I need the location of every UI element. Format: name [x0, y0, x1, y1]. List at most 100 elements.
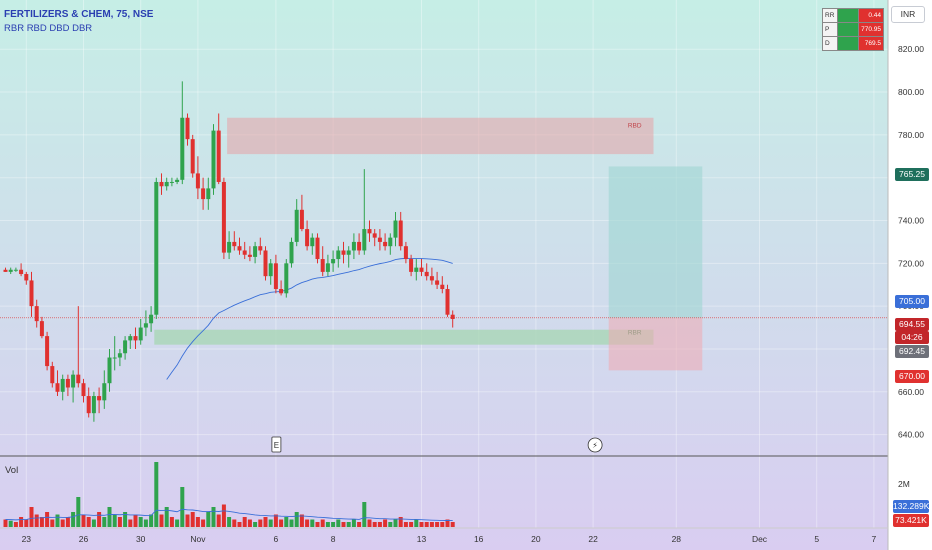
volume-bar: [206, 512, 211, 527]
y-tick-label: 800.00: [898, 87, 924, 97]
volume-bar: [190, 512, 195, 527]
volume-bar: [419, 522, 424, 527]
candle-body: [377, 237, 382, 242]
volume-bar: [76, 497, 81, 527]
candle-body: [29, 280, 34, 307]
candle-body: [112, 357, 117, 359]
volume-bar: [367, 519, 372, 527]
candle-body: [299, 209, 304, 230]
volume-bar: [221, 504, 226, 527]
volume-bar: [331, 522, 336, 527]
volume-bar: [185, 514, 190, 527]
volume-bar: [253, 522, 258, 527]
volume-bar: [102, 517, 107, 527]
volume-bar: [112, 514, 117, 527]
indicator-legend[interactable]: RBR RBD DBD DBR: [4, 23, 93, 34]
candle-body: [253, 246, 258, 257]
y-tick-label: 640.00: [898, 430, 924, 440]
target-zone: [608, 166, 703, 318]
risk-reward-panel: RR 0.44 P 770.95 D 769.5: [822, 8, 884, 51]
distance-row: D 769.5: [822, 36, 884, 51]
volume-bar: [357, 522, 362, 527]
candle-body: [247, 254, 252, 257]
distance-value: 769.5: [858, 36, 884, 51]
y-tick-label: 660.00: [898, 387, 924, 397]
rbd-zone-label: RBD: [628, 123, 642, 130]
candle-body: [169, 181, 174, 183]
candle-body: [232, 241, 237, 247]
volume-bar: [149, 514, 154, 527]
x-tick-label: 8: [331, 534, 336, 544]
candle-body: [315, 237, 320, 260]
candle-body: [258, 246, 263, 251]
dividend-marker-icon: ⚡: [592, 441, 598, 450]
x-tick-label: 16: [474, 534, 484, 544]
candle-body: [195, 173, 200, 189]
volume-bar: [232, 519, 237, 527]
candle-body: [305, 229, 310, 247]
currency-button[interactable]: INR: [891, 6, 925, 23]
candle-body: [341, 250, 346, 255]
candle-body: [367, 229, 372, 234]
x-tick-label: 26: [79, 534, 89, 544]
volume-bar: [71, 512, 76, 527]
candle-body: [237, 246, 242, 251]
volume-bar: [128, 519, 133, 527]
volume-bar: [29, 507, 34, 527]
volume-bar: [341, 522, 346, 527]
volume-bar: [305, 519, 310, 527]
candle-body: [190, 139, 195, 174]
candle-body: [398, 220, 403, 247]
last-price-tag: 694.55: [895, 318, 929, 331]
volume-bar: [195, 517, 200, 527]
profit-value: 770.95: [858, 22, 884, 37]
candle-body: [133, 336, 138, 341]
candle-body: [414, 267, 419, 272]
volume-bar: [258, 519, 263, 527]
volume-bar: [346, 522, 351, 527]
volume-bar: [91, 519, 96, 527]
candle-body: [284, 263, 289, 294]
bar-countdown-tag: 04:26: [895, 331, 929, 344]
x-tick-label: 5: [814, 534, 819, 544]
candle-body: [39, 321, 44, 337]
candle-body: [310, 237, 315, 247]
earnings-marker: [271, 436, 282, 453]
profit-row: P 770.95: [822, 22, 884, 37]
x-tick-label: 22: [588, 534, 598, 544]
volume-label[interactable]: Vol: [5, 465, 19, 476]
x-tick-label: 28: [672, 534, 682, 544]
x-tick-label: 23: [22, 534, 32, 544]
volume-bar: [383, 519, 388, 527]
volume-axis-label: 2M: [898, 479, 910, 489]
volume-bar: [169, 517, 174, 527]
ema-price-tag: 705.00: [895, 295, 929, 308]
volume-bar: [289, 519, 294, 527]
symbol-title[interactable]: FERTILIZERS & CHEM, 75, NSE: [4, 9, 154, 20]
volume-bar: [414, 519, 419, 527]
x-tick-label: Dec: [752, 534, 768, 544]
volume-bar: [81, 514, 86, 527]
rr-swatch: [837, 8, 859, 23]
volume-bar: [398, 517, 403, 527]
candle-body: [211, 130, 216, 189]
candle-body: [336, 250, 341, 260]
volume-bar: [237, 522, 242, 527]
candle-body: [383, 241, 388, 247]
candle-body: [429, 276, 434, 281]
volume-bar: [440, 522, 445, 527]
volume-bar: [325, 522, 330, 527]
candle-body: [409, 259, 414, 272]
volume-bar: [24, 519, 29, 527]
candle-body: [65, 378, 70, 388]
candle-body: [440, 284, 445, 290]
volume-bar: [211, 507, 216, 527]
volume-bar: [154, 462, 159, 527]
volume-bar: [310, 519, 315, 527]
candle-body: [81, 383, 86, 397]
candle-body: [263, 250, 268, 277]
candle-body: [419, 267, 424, 272]
candle-body: [86, 396, 91, 414]
